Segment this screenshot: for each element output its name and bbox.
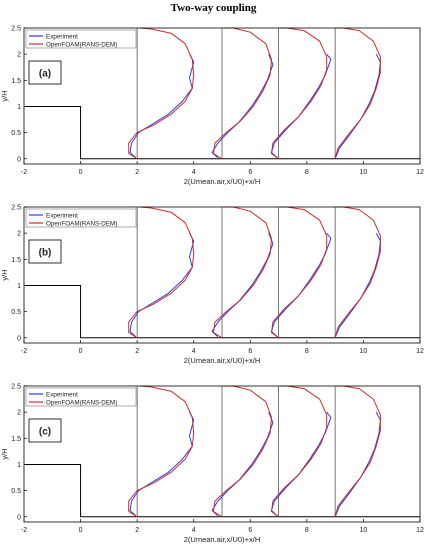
x-tick-label: -2 [21, 169, 27, 176]
y-tick-label: 2.5 [11, 205, 21, 212]
x-tick-label: 10 [360, 169, 368, 176]
experiment-profile-line [129, 53, 195, 159]
experiment-profile-line [271, 53, 332, 159]
openfoam-profile-line [128, 385, 195, 518]
plot-frame [23, 27, 421, 165]
openfoam-profile-line [128, 206, 195, 339]
plot-frame [23, 206, 421, 344]
panel-label: (c) [39, 427, 51, 438]
chart-panel-b: -2 0 2 4 6 8 10 1200.511.522.52(Umean.air,x/U0)… [0, 205, 424, 366]
openfoam-profile-line [271, 385, 328, 518]
x-tick-label: 0 [79, 348, 83, 355]
y-tick-label: 1.5 [11, 257, 21, 264]
x-tick-label: 12 [416, 527, 424, 534]
experiment-profile-line [211, 233, 274, 338]
panel-label-box [28, 239, 62, 264]
experiment-profile-line [129, 411, 195, 517]
openfoam-profile-line [334, 27, 381, 159]
x-tick-label: 12 [416, 348, 424, 355]
y-axis-label: y/H [0, 448, 9, 459]
x-tick-label: 2 [135, 169, 139, 176]
x-tick-label: 6 [248, 527, 252, 534]
x-tick-label: 2 [135, 348, 139, 355]
openfoam-profile-line [334, 385, 381, 517]
x-tick-label: 0 [79, 527, 83, 534]
step-geometry-line [24, 463, 420, 518]
y-tick-label: 0 [17, 514, 21, 521]
openfoam-profile-line [213, 385, 272, 518]
legend-label: Experiment [46, 212, 78, 219]
openfoam-profile-line [271, 27, 328, 160]
figure-title: Two-way coupling [170, 2, 257, 14]
y-tick-label: 0 [17, 335, 21, 342]
x-tick-label: 4 [192, 169, 196, 176]
y-tick-label: 2 [17, 231, 21, 238]
y-axis-label: y/H [0, 90, 9, 101]
panel-label-box [28, 60, 62, 85]
y-tick-label: 2.5 [11, 26, 21, 33]
y-tick-label: 0.5 [11, 309, 21, 316]
x-tick-label: 8 [305, 169, 309, 176]
y-tick-label: 1 [17, 104, 21, 111]
y-tick-label: 1.5 [11, 78, 21, 85]
experiment-profile-line [271, 411, 332, 517]
panel-label: (a) [39, 69, 51, 80]
x-tick-label: 8 [305, 527, 309, 534]
x-tick-label: 4 [192, 527, 196, 534]
x-tick-label: -2 [21, 348, 27, 355]
x-tick-label: 0 [79, 169, 83, 176]
y-tick-label: 2 [17, 52, 21, 59]
x-tick-label: 10 [360, 527, 368, 534]
x-tick-label: 10 [360, 348, 368, 355]
legend-label: OpenFOAM(RANS-DEM) [46, 220, 117, 227]
y-axis-label: y/H [0, 269, 9, 280]
legend-label: Experiment [46, 391, 78, 398]
x-tick-label: 4 [192, 348, 196, 355]
legend-label: Experiment [46, 33, 78, 40]
x-tick-label: -2 [21, 527, 27, 534]
legend-box [25, 208, 137, 228]
openfoam-profile-line [271, 206, 328, 339]
openfoam-profile-line [128, 27, 195, 160]
y-tick-label: 0.5 [11, 130, 21, 137]
x-tick-label: 6 [248, 169, 252, 176]
y-tick-label: 0.5 [11, 488, 21, 495]
chart-panel-a: -2 0 2 4 6 8 10 1200.511.522.52(Umean.air,x/U0)… [0, 26, 424, 187]
legend-label: OpenFOAM(RANS-DEM) [46, 41, 117, 48]
panel-label-box [28, 418, 62, 443]
x-axis-label: 2(Umean.air,x/U0)+x/H [184, 535, 260, 544]
legend-label: OpenFOAM(RANS-DEM) [46, 399, 117, 406]
x-axis-label: 2(Umean.air,x/U0)+x/H [184, 177, 260, 186]
plot-frame [23, 385, 421, 523]
y-tick-label: 0 [17, 156, 21, 163]
openfoam-profile-line [334, 206, 381, 338]
openfoam-profile-line [213, 27, 272, 160]
x-tick-label: 6 [248, 348, 252, 355]
x-tick-label: 8 [305, 348, 309, 355]
x-tick-label: 12 [416, 169, 424, 176]
y-tick-label: 1 [17, 462, 21, 469]
experiment-profile-line [211, 54, 274, 159]
panel-label: (b) [39, 248, 52, 259]
chart-panel-c: -2 0 2 4 6 8 10 1200.511.522.52(Umean.air,x/U0)… [0, 384, 424, 545]
step-geometry-line [24, 105, 420, 160]
y-tick-label: 2.5 [11, 384, 21, 391]
y-tick-label: 1 [17, 283, 21, 290]
experiment-profile-line [129, 232, 195, 338]
legend-box [25, 387, 137, 407]
openfoam-profile-line [213, 206, 272, 339]
y-tick-label: 1.5 [11, 436, 21, 443]
experiment-profile-line [271, 232, 332, 338]
legend-box [25, 29, 137, 49]
step-geometry-line [24, 284, 420, 339]
experiment-profile-line [211, 412, 274, 517]
x-tick-label: 2 [135, 527, 139, 534]
x-axis-label: 2(Umean.air,x/U0)+x/H [184, 356, 260, 365]
y-tick-label: 2 [17, 410, 21, 417]
